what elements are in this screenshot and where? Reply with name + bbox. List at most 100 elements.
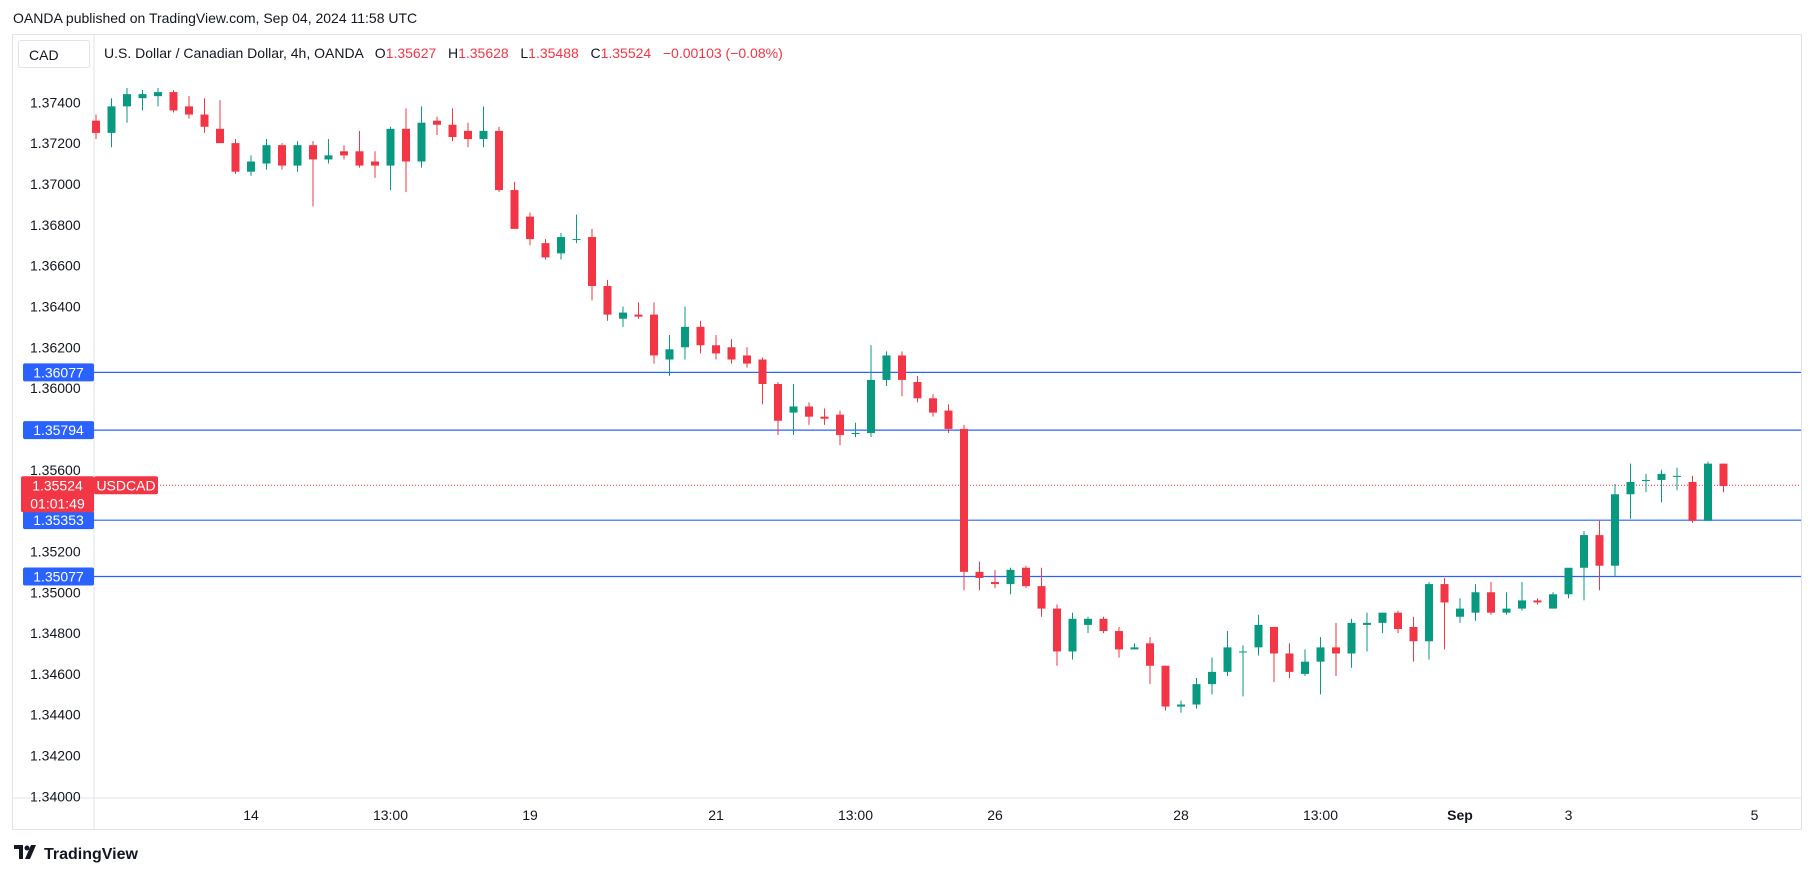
candle-body-up [867,379,875,434]
candle-body-down [402,128,410,162]
countdown-label: 01:01:49 [30,495,85,511]
candle-body-down [1595,535,1604,566]
candle-body-up [1502,608,1511,613]
candle-body-down [448,124,457,137]
candle-body-down [541,243,550,258]
candle-body-up [1239,651,1247,653]
y-tick-label: 1.37400 [30,94,81,110]
y-tick-label: 1.36200 [30,339,81,355]
candle-body-up [1208,671,1216,685]
y-tick-label: 1.37200 [30,135,81,151]
candle-body-down [1332,647,1340,654]
candle-body-down [278,145,286,166]
candle-body-up [1192,684,1201,705]
change-value: −0.00103 (−0.08%) [662,45,783,61]
candle-body-up [247,161,255,172]
candle-body-up [681,326,689,348]
candle-body-down [340,151,348,156]
candle-body-down [820,416,829,419]
candle-body-up [1518,600,1526,609]
y-tick-label: 1.37000 [30,176,81,192]
candle-body-down [743,355,751,364]
candle-body-down [650,314,658,356]
x-tick-label: 13:00 [1303,807,1338,823]
open-label: O [374,45,386,61]
candle-body-down [898,355,906,380]
candle-body-down [185,106,193,115]
y-tick-label: 1.35600 [30,462,81,478]
x-tick-label: 3 [1565,807,1573,823]
candle-body-up [1657,473,1666,480]
candle-body-up [1130,647,1139,650]
candle-body-down [433,120,441,125]
y-tick-label: 1.36800 [30,217,81,233]
x-tick-label: Sep [1447,807,1473,823]
candle-body-up [1425,584,1433,642]
candle-body-up [1223,647,1232,672]
candle-body-down [696,326,705,346]
candle-body-up [1316,647,1325,662]
x-tick-label: 21 [708,807,724,823]
candle-body-down [92,120,100,133]
candle-body-down [634,314,643,317]
ohlc-legend: U.S. Dollar / Canadian Dollar, 4h, OANDA… [104,45,783,61]
candle-body-down [355,151,364,166]
y-tick-label: 1.36400 [30,298,81,314]
candle-body-up [1549,594,1557,609]
symbol-tag [94,476,158,495]
level-price-tag [23,567,94,586]
level-price-label: 1.35077 [33,569,84,585]
candle-body-up [154,92,162,97]
candle-body-down [991,582,999,585]
candle-body-up [1347,622,1356,654]
close-label: C [590,45,601,61]
candle-body-up [107,106,116,133]
candle-body-down [1115,631,1123,650]
tradingview-logo-icon [14,845,40,864]
candle-body-up [1254,624,1263,648]
candle-body-down [1719,463,1728,487]
candle-body-up [1177,704,1185,707]
candle-body-down [1440,584,1449,603]
candle-body-up [417,122,426,162]
y-tick-label: 1.35200 [30,543,81,559]
x-tick-label: 28 [1173,807,1189,823]
level-price-tag [23,363,94,382]
candle-body-up [262,145,271,164]
candle-body-down [774,384,782,421]
candle-body-down [526,216,534,240]
candle-body-up [1084,618,1092,625]
candle-body-up [293,145,302,166]
candle-body-down [1487,592,1495,613]
candle-body-down [1394,612,1402,629]
x-tick-label: 14 [243,807,259,823]
candle-body-down [1270,626,1278,654]
y-tick-label: 1.36600 [30,258,81,274]
low-label: L [520,45,529,61]
candle-body-up [1580,535,1588,568]
candle-body-down [231,143,240,172]
candle-body-up [1626,482,1635,495]
level-price-label: 1.35794 [33,422,84,438]
candle-body-down [929,398,937,413]
candle-body-down [1161,665,1170,707]
currency-selector[interactable]: CAD [18,40,90,68]
candle-body-down [836,414,844,436]
candle-body-down [371,161,379,166]
y-tick-label: 1.34000 [30,788,81,804]
symbol-title[interactable]: U.S. Dollar / Canadian Dollar, 4h, OANDA [104,45,364,61]
candle-body-up [851,433,860,435]
candle-body-up [1068,618,1077,652]
publisher-header: OANDA published on TradingView.com, Sep … [13,10,418,26]
candle-body-down [1688,482,1697,521]
candle-body-up [1673,475,1681,477]
candle-body-down [216,128,224,144]
candle-body-up [882,355,891,380]
candle-body-up [789,406,798,413]
x-tick-label: 26 [987,807,1003,823]
candle-body-down [960,428,968,572]
symbol-tag-label: USDCAD [96,477,155,493]
chart-frame [12,34,1802,830]
candle-body-up [138,94,147,99]
